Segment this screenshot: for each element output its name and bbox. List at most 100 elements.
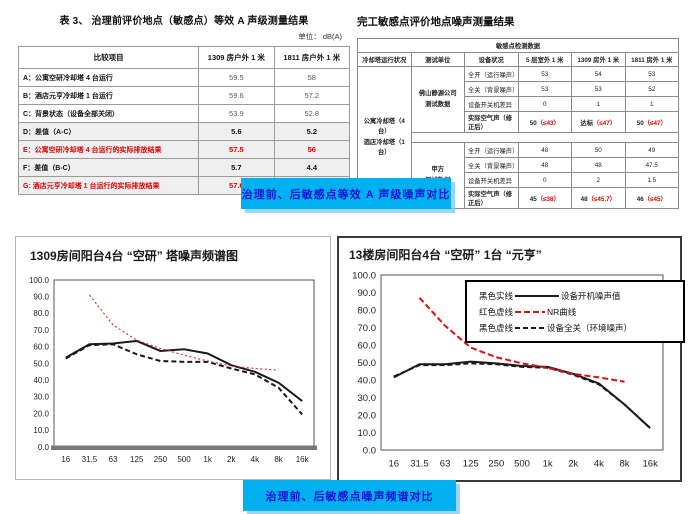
- value-cell: 50（≤47）: [624, 111, 679, 133]
- legend-post-label: 设备开机噪声值: [561, 291, 621, 301]
- value-cell: 52: [624, 81, 679, 97]
- value-cell: 2: [571, 172, 626, 188]
- svg-text:16: 16: [61, 455, 70, 464]
- table-row: A：公寓空研冷却塔 4 台运行 59.5 58: [17, 68, 351, 87]
- svg-text:40.0: 40.0: [33, 376, 49, 385]
- value-cell: 45（≤38）: [517, 187, 572, 209]
- svg-text:125: 125: [463, 459, 479, 470]
- value-1309: 59.5: [198, 68, 275, 87]
- value-cell: 48: [571, 157, 626, 173]
- value-cell: 0: [517, 96, 572, 112]
- value-cell: 53: [517, 66, 572, 82]
- svg-text:250: 250: [154, 455, 168, 464]
- svg-text:40.0: 40.0: [358, 375, 377, 386]
- row-label: A：公寓空研冷却塔 4 台运行: [17, 68, 200, 87]
- legend-line-swatch: [515, 295, 560, 297]
- header-row: 冷却塔运行状况 测试单位 设备状况 5 层室外 1 米 1309 房外 1 米 1811 …: [357, 52, 679, 67]
- table-row: 实际空气声（修正后） 50（≤43） 达标（≤47） 50（≤47）: [358, 111, 679, 133]
- table-row: 全关（背景噪声） 48 48 47.5: [358, 157, 679, 173]
- value-cell: 48: [517, 157, 572, 173]
- value-cell: 53: [624, 66, 679, 82]
- svg-text:80.0: 80.0: [33, 309, 49, 318]
- value-1811: 5.2: [273, 122, 351, 141]
- chart-title-13f: 13楼房间阳台4台 “空研” 1台 “元亨”: [349, 248, 542, 262]
- svg-text:60.0: 60.0: [33, 343, 49, 352]
- svg-text:63: 63: [440, 459, 451, 470]
- svg-text:30.0: 30.0: [33, 393, 49, 402]
- row-label: E：公寓空研冷却塔 4 台运行的实际排放结果: [17, 140, 200, 159]
- value-1309: 5.7: [198, 158, 275, 177]
- svg-text:8k: 8k: [620, 459, 630, 470]
- value-cell: 48（≤45.7）: [571, 187, 626, 209]
- value-1811: 58: [273, 68, 351, 87]
- svg-text:60.0: 60.0: [358, 340, 377, 351]
- device-condition: 设备开关机差异: [464, 96, 519, 112]
- value-1811: 4.4: [273, 158, 351, 177]
- column-header: 1811 房户外 1 米: [273, 46, 351, 69]
- spectrum-chart-1309: 0.0 10.0 20.0 30.0 40.0 50.0 60.0 70.0 80.0 90.0 1…: [29, 276, 317, 464]
- merged-header: 敏感点检测数据: [357, 38, 679, 53]
- value-cell: 54: [571, 66, 626, 82]
- svg-text:2k: 2k: [227, 455, 236, 464]
- svg-text:4k: 4k: [251, 455, 260, 464]
- row-label: D：差值（A-C）: [17, 122, 200, 141]
- device-condition: 实际空气声（修正后）: [464, 187, 519, 209]
- legend-pre-label: 黑色实线: [479, 291, 514, 301]
- device-condition: 设备开关机差异: [464, 172, 519, 188]
- row-label: B：酒店元亨冷却塔 1 台运行: [17, 86, 200, 105]
- table-row: 设备开关机差异 0 2 1.5: [358, 172, 679, 188]
- svg-text:10.0: 10.0: [33, 426, 49, 435]
- legend-entry: 黑色实线 设备开机噪声值: [479, 288, 683, 304]
- pre-treatment-table-title: 表 3、 治理前评价地点（敏感点）等效 A 声级测量结果: [59, 16, 309, 27]
- svg-text:16: 16: [389, 459, 400, 470]
- column-header: 1309 房外 1 米: [571, 52, 626, 67]
- device-condition: 全开（运行噪声）: [464, 66, 519, 82]
- value-cell: 53: [517, 81, 572, 97]
- value-cell: 49: [624, 142, 679, 158]
- table-row: 设备开关机差异 0 1 1: [358, 96, 679, 112]
- device-condition: 全关（背景噪声）: [464, 157, 519, 173]
- value-cell: 0: [517, 172, 572, 188]
- legend-pre-label: 红色虚线: [479, 307, 514, 317]
- value-1811: 52.8: [273, 104, 351, 123]
- chart-legend: 黑色实线 设备开机噪声值 红色虚线 NR曲线 黑色虚线 设备全关（环境噪声）: [465, 280, 685, 343]
- svg-text:125: 125: [130, 455, 144, 464]
- svg-text:50.0: 50.0: [33, 359, 49, 368]
- svg-text:16k: 16k: [296, 455, 310, 464]
- svg-text:1k: 1k: [543, 459, 553, 470]
- svg-text:80.0: 80.0: [358, 305, 377, 316]
- svg-text:50.0: 50.0: [358, 358, 377, 369]
- row-label: F：差值（B-C）: [17, 158, 200, 177]
- table-row: E：公寓空研冷却塔 4 台运行的实际排放结果 57.5 56: [17, 140, 351, 159]
- chart-title-1309: 1309房间阳台4台 “空研” 塔噪声频谱图: [30, 249, 239, 263]
- banner-spectrum-compare: 治理前、后敏感点噪声频谱对比: [243, 480, 456, 511]
- column-header: 5 层室外 1 米: [517, 52, 572, 67]
- pre-treatment-section: 表 3、 治理前评价地点（敏感点）等效 A 声级测量结果 单位： dB(A) 比…: [17, 12, 351, 195]
- svg-text:70.0: 70.0: [33, 326, 49, 335]
- completion-table-title: 完工敏感点评价地点噪声测量结果: [357, 16, 515, 28]
- table-row: D：差值（A-C） 5.6 5.2: [17, 122, 351, 141]
- value-cell: 50（≤43）: [517, 111, 572, 133]
- value-cell: 1.5: [624, 172, 679, 188]
- table-row: C：背景状态（设备全部关闭） 53.9 52.8: [17, 104, 351, 123]
- value-1309: 59.6: [198, 86, 275, 105]
- value-cell: 48: [517, 142, 572, 158]
- value-cell: 53: [571, 81, 626, 97]
- svg-text:250: 250: [488, 459, 504, 470]
- svg-text:500: 500: [514, 459, 530, 470]
- value-1811: 56: [273, 140, 351, 159]
- column-header: 比较项目: [17, 46, 200, 69]
- svg-text:31.5: 31.5: [410, 459, 429, 470]
- value-1811: 57.2: [273, 86, 351, 105]
- svg-text:30.0: 30.0: [358, 393, 377, 404]
- legend-post-label: NR曲线: [547, 307, 577, 317]
- svg-text:10.0: 10.0: [358, 428, 377, 439]
- svg-text:16k: 16k: [643, 459, 659, 470]
- column-header: 1811 房外 1 米: [624, 52, 679, 67]
- svg-text:2k: 2k: [568, 459, 578, 470]
- device-condition: 实际空气声（修正后）: [464, 111, 519, 133]
- completion-table: 敏感点检测数据 冷却塔运行状况 测试单位 设备状况 5 层室外 1 米 1309 房外 1…: [357, 38, 679, 209]
- svg-text:1k: 1k: [203, 455, 212, 464]
- legend-pre-label: 黑色虚线: [479, 323, 514, 333]
